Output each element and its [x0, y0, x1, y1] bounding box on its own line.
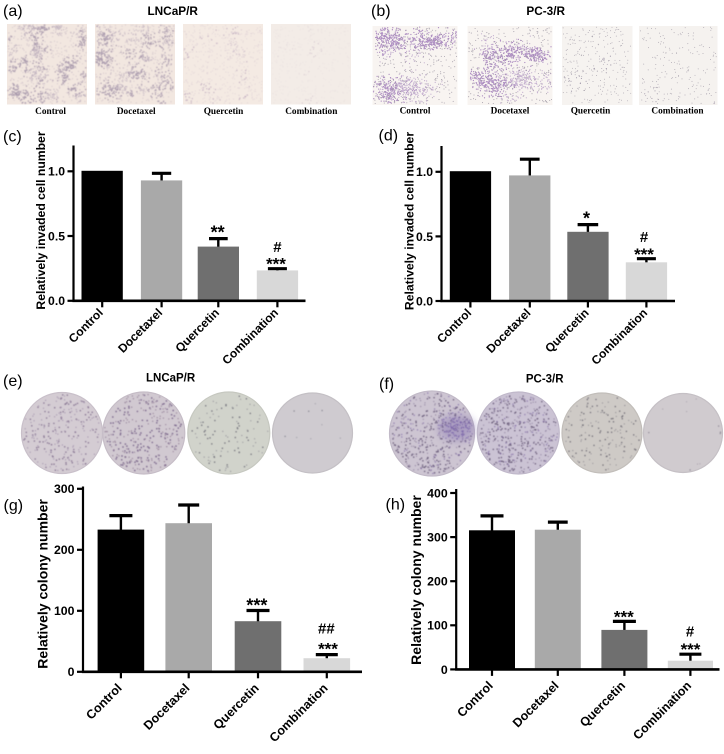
svg-text:0.5: 0.5: [416, 230, 433, 244]
svg-text:#: #: [273, 239, 282, 256]
svg-text:**: **: [211, 223, 225, 243]
svg-text:***: ***: [246, 596, 267, 616]
svg-text:Combination: Combination: [285, 107, 338, 117]
svg-text:Relatively colony number: Relatively colony number: [408, 495, 424, 665]
svg-text:##: ##: [318, 621, 335, 638]
svg-text:Control: Control: [35, 107, 66, 117]
svg-text:200: 200: [54, 543, 75, 557]
svg-text:Docetaxel: Docetaxel: [117, 107, 156, 117]
svg-text:***: ***: [681, 640, 701, 659]
svg-text:(f): (f): [379, 376, 394, 393]
svg-text:300: 300: [427, 531, 448, 545]
svg-text:Quercetin: Quercetin: [204, 107, 244, 117]
svg-text:0: 0: [68, 665, 75, 679]
svg-text:Relatively colony number: Relatively colony number: [35, 499, 51, 669]
svg-text:(h): (h): [386, 497, 406, 514]
svg-text:*: *: [583, 208, 590, 228]
svg-text:0.0: 0.0: [416, 294, 433, 308]
svg-text:1.0: 1.0: [416, 165, 433, 179]
svg-text:1.0: 1.0: [48, 165, 65, 179]
svg-text:Control: Control: [400, 107, 431, 117]
svg-text:Docetaxel: Docetaxel: [491, 107, 530, 117]
svg-text:Quercetin: Quercetin: [571, 107, 611, 117]
svg-text:Relatively invaded cell number: Relatively invaded cell number: [403, 132, 417, 310]
svg-text:(g): (g): [4, 498, 24, 515]
svg-text:***: ***: [614, 608, 634, 627]
svg-text:(b): (b): [371, 3, 391, 20]
svg-text:***: ***: [634, 245, 654, 264]
svg-text:(e): (e): [3, 373, 23, 390]
svg-text:400: 400: [427, 486, 448, 500]
svg-text:100: 100: [427, 619, 448, 633]
svg-text:***: ***: [318, 640, 338, 659]
svg-text:0.0: 0.0: [48, 294, 65, 308]
svg-text:300: 300: [54, 482, 75, 496]
svg-text:#: #: [686, 624, 695, 641]
svg-text:Combination: Combination: [651, 107, 704, 117]
svg-text:LNCaP/R: LNCaP/R: [146, 373, 196, 385]
svg-text:***: ***: [266, 255, 286, 274]
svg-text:(d): (d): [379, 127, 399, 144]
svg-text:0.5: 0.5: [48, 229, 65, 243]
svg-text:PC-3/R: PC-3/R: [526, 374, 564, 386]
svg-text:100: 100: [54, 604, 75, 618]
svg-text:PC-3/R: PC-3/R: [526, 4, 565, 18]
svg-text:Relatively invaded cell number: Relatively invaded cell number: [34, 131, 48, 309]
svg-text:(c): (c): [3, 129, 22, 146]
svg-text:(a): (a): [3, 3, 23, 20]
svg-text:LNCaP/R: LNCaP/R: [147, 4, 198, 18]
svg-text:200: 200: [427, 575, 448, 589]
svg-text:#: #: [640, 229, 649, 246]
svg-text:0: 0: [441, 663, 448, 677]
